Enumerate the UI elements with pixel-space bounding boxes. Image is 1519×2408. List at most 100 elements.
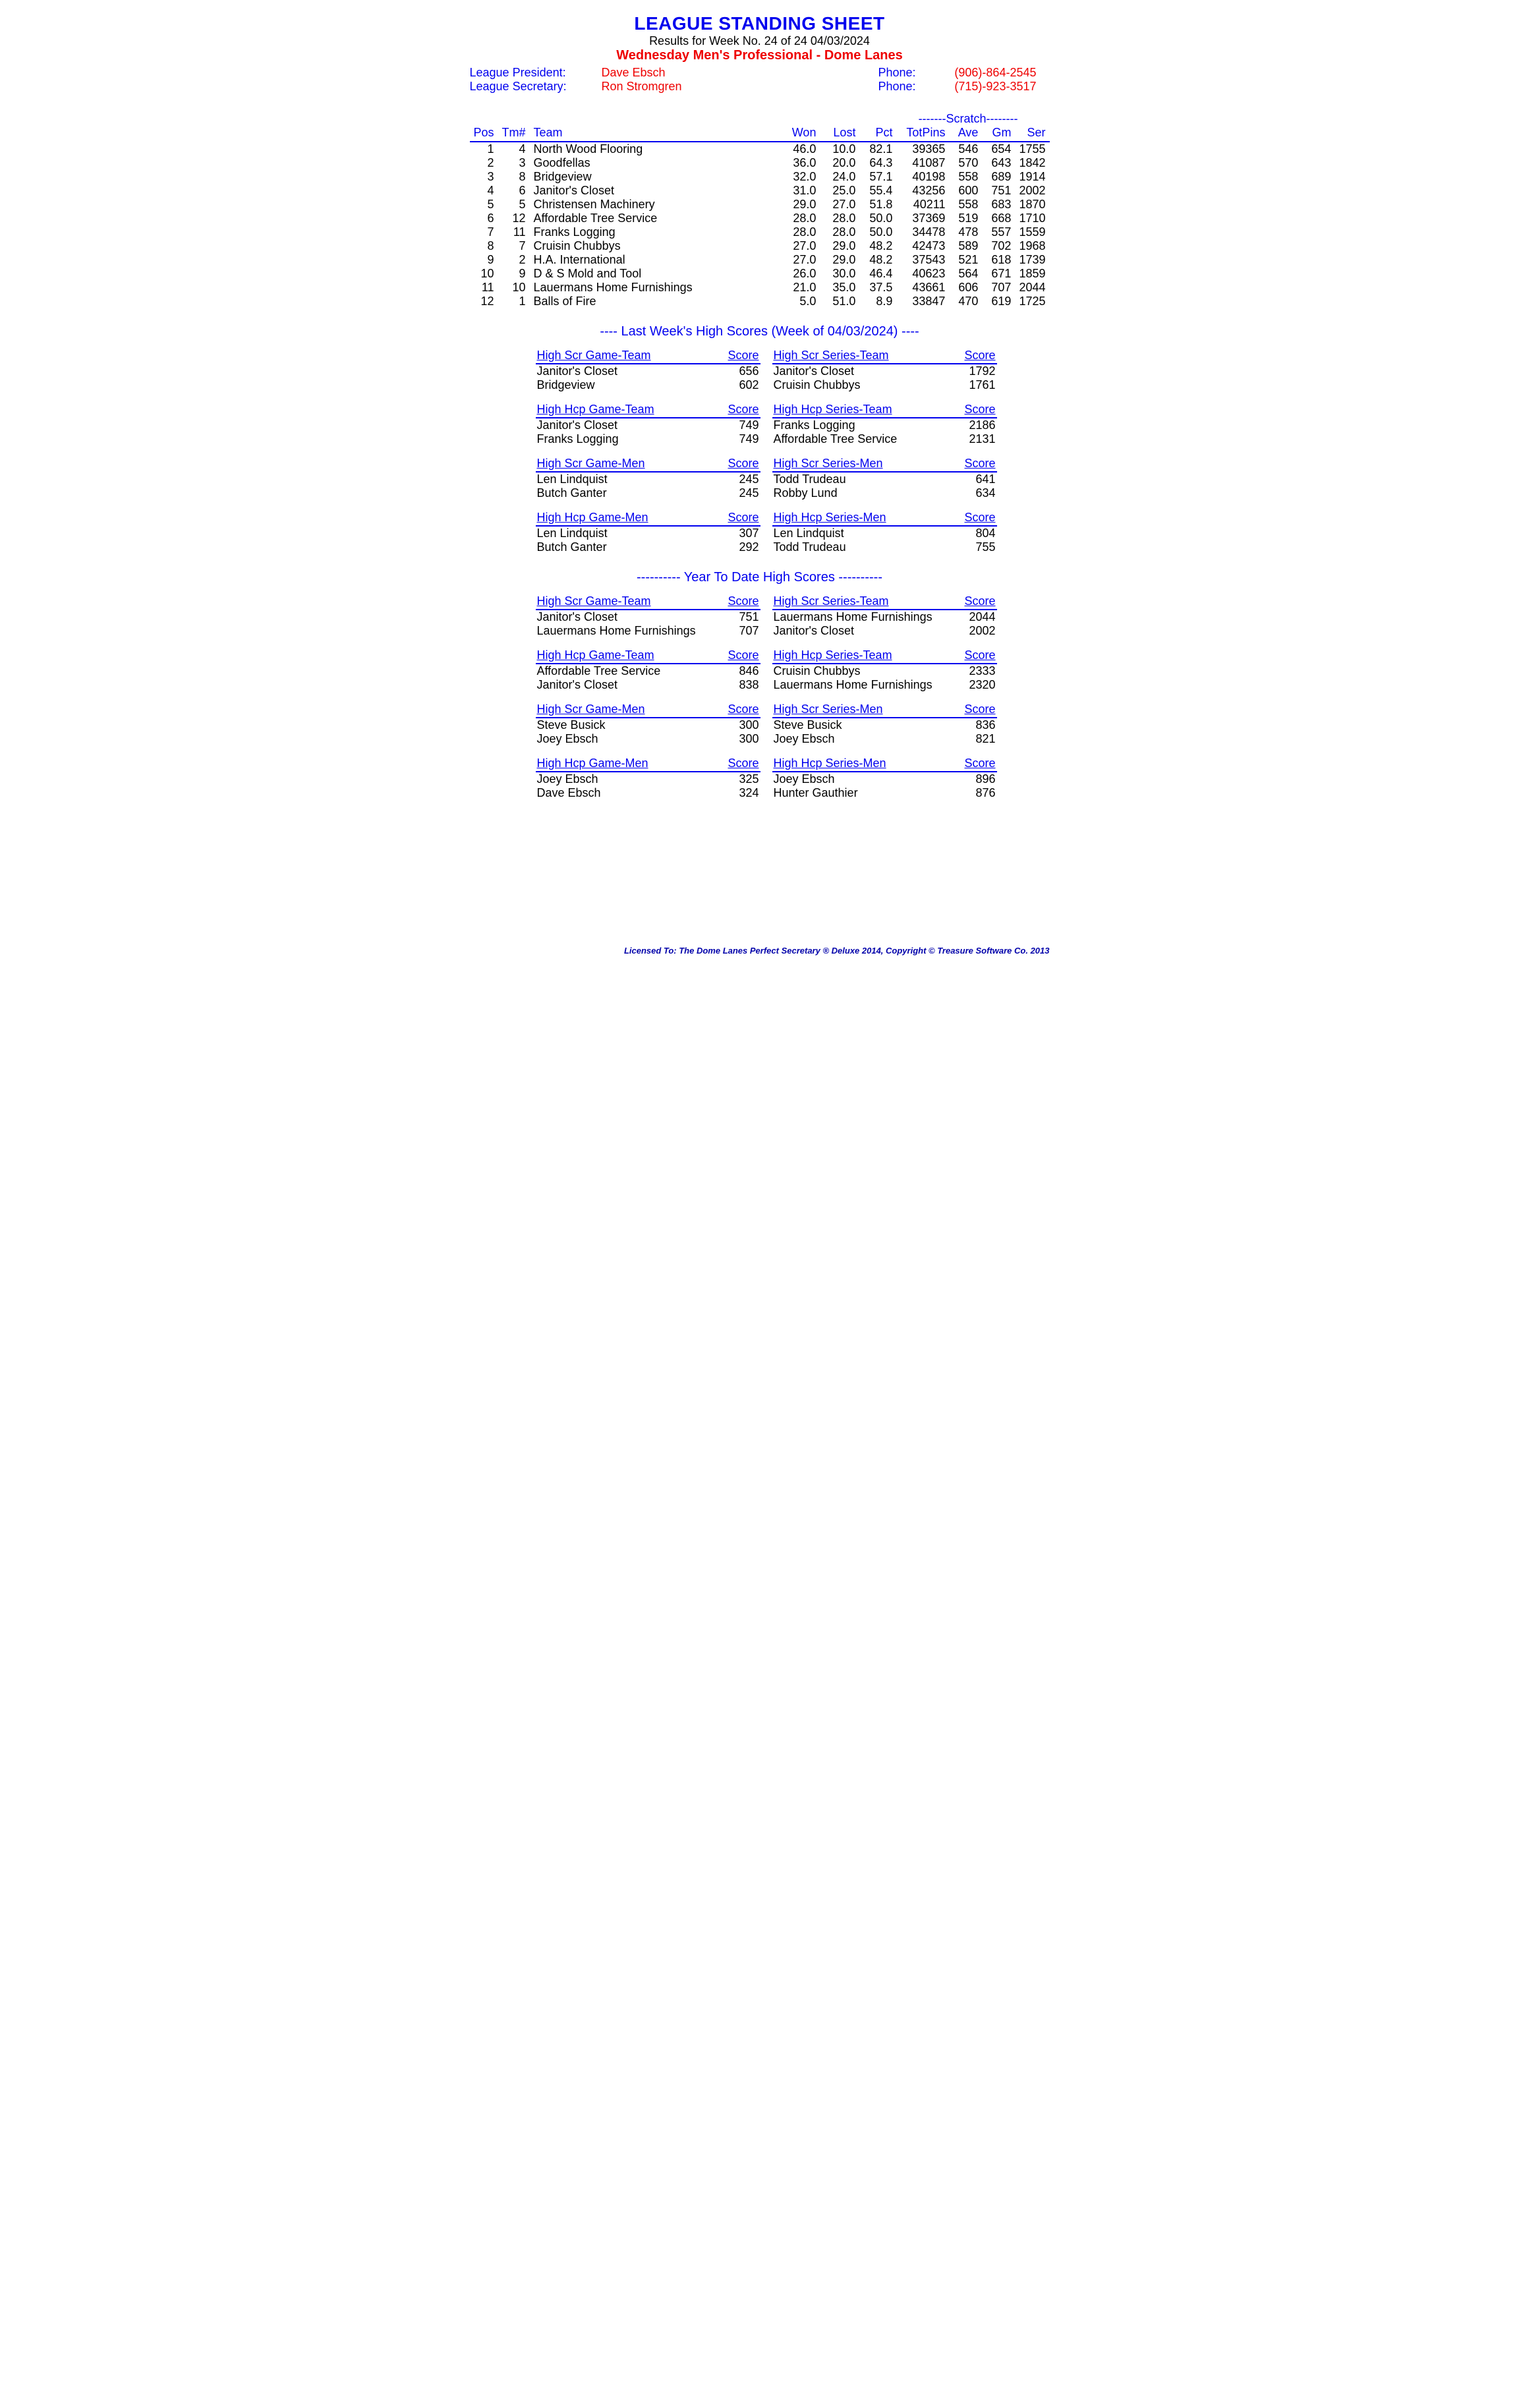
score-value: 634	[950, 486, 996, 500]
cell-gm: 668	[982, 212, 1015, 225]
standings-table: Pos Tm# Team Won Lost Pct TotPins Ave Gm…	[470, 126, 1050, 308]
cell-won: 5.0	[780, 295, 820, 308]
cell-tm: 8	[498, 170, 530, 184]
standings-section: -------Scratch-------- Pos Tm# Team Won …	[470, 112, 1050, 308]
cell-tm: 4	[498, 142, 530, 156]
score-block: High Hcp Game-MenScoreJoey Ebsch325Dave …	[536, 757, 997, 800]
score-header-score: Score	[964, 648, 995, 662]
cell-gm: 683	[982, 198, 1015, 212]
score-value: 1761	[950, 378, 996, 392]
cell-gm: 619	[982, 295, 1015, 308]
cell-tm: 12	[498, 212, 530, 225]
score-header: High Hcp Series-TeamScore	[772, 648, 997, 664]
score-row: Cruisin Chubbys2333	[772, 664, 997, 678]
score-value: 707	[713, 624, 759, 638]
cell-pct: 48.2	[859, 253, 896, 267]
score-column: High Hcp Game-MenScoreJoey Ebsch325Dave …	[536, 757, 760, 800]
president-row: League President: Dave Ebsch Phone: (906…	[470, 66, 1050, 80]
score-header-title: High Scr Series-Men	[774, 702, 965, 716]
score-name: Janitor's Closet	[537, 678, 713, 692]
cell-totpins: 33847	[896, 295, 949, 308]
score-row: Lauermans Home Furnishings707	[536, 624, 760, 638]
cell-totpins: 43661	[896, 281, 949, 295]
score-value: 656	[713, 364, 759, 378]
cell-team: D & S Mold and Tool	[530, 267, 781, 281]
score-column: High Scr Series-MenScoreTodd Trudeau641R…	[772, 457, 997, 500]
cell-pos: 11	[470, 281, 498, 295]
score-value: 751	[713, 610, 759, 624]
cell-totpins: 41087	[896, 156, 949, 170]
col-ser: Ser	[1015, 126, 1049, 142]
score-header-score: Score	[728, 349, 759, 362]
secretary-phone: (715)-923-3517	[931, 80, 1037, 94]
score-row: Len Lindquist307	[536, 527, 760, 540]
cell-gm: 689	[982, 170, 1015, 184]
league-line: Wednesday Men's Professional - Dome Lane…	[470, 48, 1050, 63]
cell-team: Lauermans Home Furnishings	[530, 281, 781, 295]
cell-ser: 1914	[1015, 170, 1049, 184]
cell-pos: 12	[470, 295, 498, 308]
score-value: 838	[713, 678, 759, 692]
cell-won: 26.0	[780, 267, 820, 281]
score-header-score: Score	[964, 403, 995, 416]
cell-gm: 702	[982, 239, 1015, 253]
cell-team: Christensen Machinery	[530, 198, 781, 212]
cell-team: Franks Logging	[530, 225, 781, 239]
last-week-blocks: High Scr Game-TeamScoreJanitor's Closet6…	[470, 349, 1050, 554]
score-name: Janitor's Closet	[537, 364, 713, 378]
score-value: 2320	[950, 678, 996, 692]
score-column: High Scr Game-MenScoreLen Lindquist245Bu…	[536, 457, 760, 500]
cell-won: 36.0	[780, 156, 820, 170]
score-row: Hunter Gauthier876	[772, 786, 997, 800]
col-ave: Ave	[949, 126, 982, 142]
score-row: Bridgeview602	[536, 378, 760, 392]
cell-pct: 57.1	[859, 170, 896, 184]
cell-tm: 3	[498, 156, 530, 170]
score-value: 2002	[950, 624, 996, 638]
score-column: High Scr Game-TeamScoreJanitor's Closet6…	[536, 349, 760, 392]
secretary-phone-label: Phone:	[878, 80, 931, 94]
cell-pos: 10	[470, 267, 498, 281]
score-value: 641	[950, 473, 996, 486]
cell-pct: 50.0	[859, 212, 896, 225]
col-won: Won	[780, 126, 820, 142]
score-value: 755	[950, 540, 996, 554]
cell-ser: 1710	[1015, 212, 1049, 225]
score-header-title: High Hcp Game-Men	[537, 757, 728, 770]
score-row: Robby Lund634	[772, 486, 997, 500]
cell-lost: 25.0	[820, 184, 859, 198]
cell-team: H.A. International	[530, 253, 781, 267]
cell-ave: 558	[949, 170, 982, 184]
score-row: Lauermans Home Furnishings2044	[772, 610, 997, 624]
score-column: High Hcp Game-TeamScoreAffordable Tree S…	[536, 648, 760, 692]
score-block: High Scr Game-TeamScoreJanitor's Closet6…	[536, 349, 997, 392]
cell-totpins: 37369	[896, 212, 949, 225]
secretary-name: Ron Stromgren	[602, 80, 878, 94]
score-value: 2333	[950, 664, 996, 678]
cell-tm: 11	[498, 225, 530, 239]
score-value: 846	[713, 664, 759, 678]
cell-won: 28.0	[780, 225, 820, 239]
cell-team: Goodfellas	[530, 156, 781, 170]
score-header: High Hcp Game-TeamScore	[536, 403, 760, 418]
score-value: 300	[713, 718, 759, 732]
cell-pct: 82.1	[859, 142, 896, 156]
score-column: High Scr Game-MenScoreSteve Busick300Joe…	[536, 702, 760, 746]
cell-totpins: 39365	[896, 142, 949, 156]
score-name: Janitor's Closet	[774, 364, 950, 378]
cell-pct: 8.9	[859, 295, 896, 308]
cell-won: 32.0	[780, 170, 820, 184]
cell-team: Balls of Fire	[530, 295, 781, 308]
score-header-title: High Scr Game-Team	[537, 594, 728, 608]
score-column: High Scr Series-TeamScoreLauermans Home …	[772, 594, 997, 638]
score-row: Steve Busick836	[772, 718, 997, 732]
score-row: Cruisin Chubbys1761	[772, 378, 997, 392]
cell-tm: 6	[498, 184, 530, 198]
score-header-score: Score	[728, 757, 759, 770]
score-header-title: High Hcp Game-Team	[537, 403, 728, 416]
score-name: Len Lindquist	[537, 527, 713, 540]
cell-tm: 2	[498, 253, 530, 267]
ytd-blocks: High Scr Game-Team Score Janitor's Closet 7…	[470, 594, 1050, 800]
score-name: Lauermans Home Furnishings	[774, 610, 950, 624]
cell-lost: 27.0	[820, 198, 859, 212]
